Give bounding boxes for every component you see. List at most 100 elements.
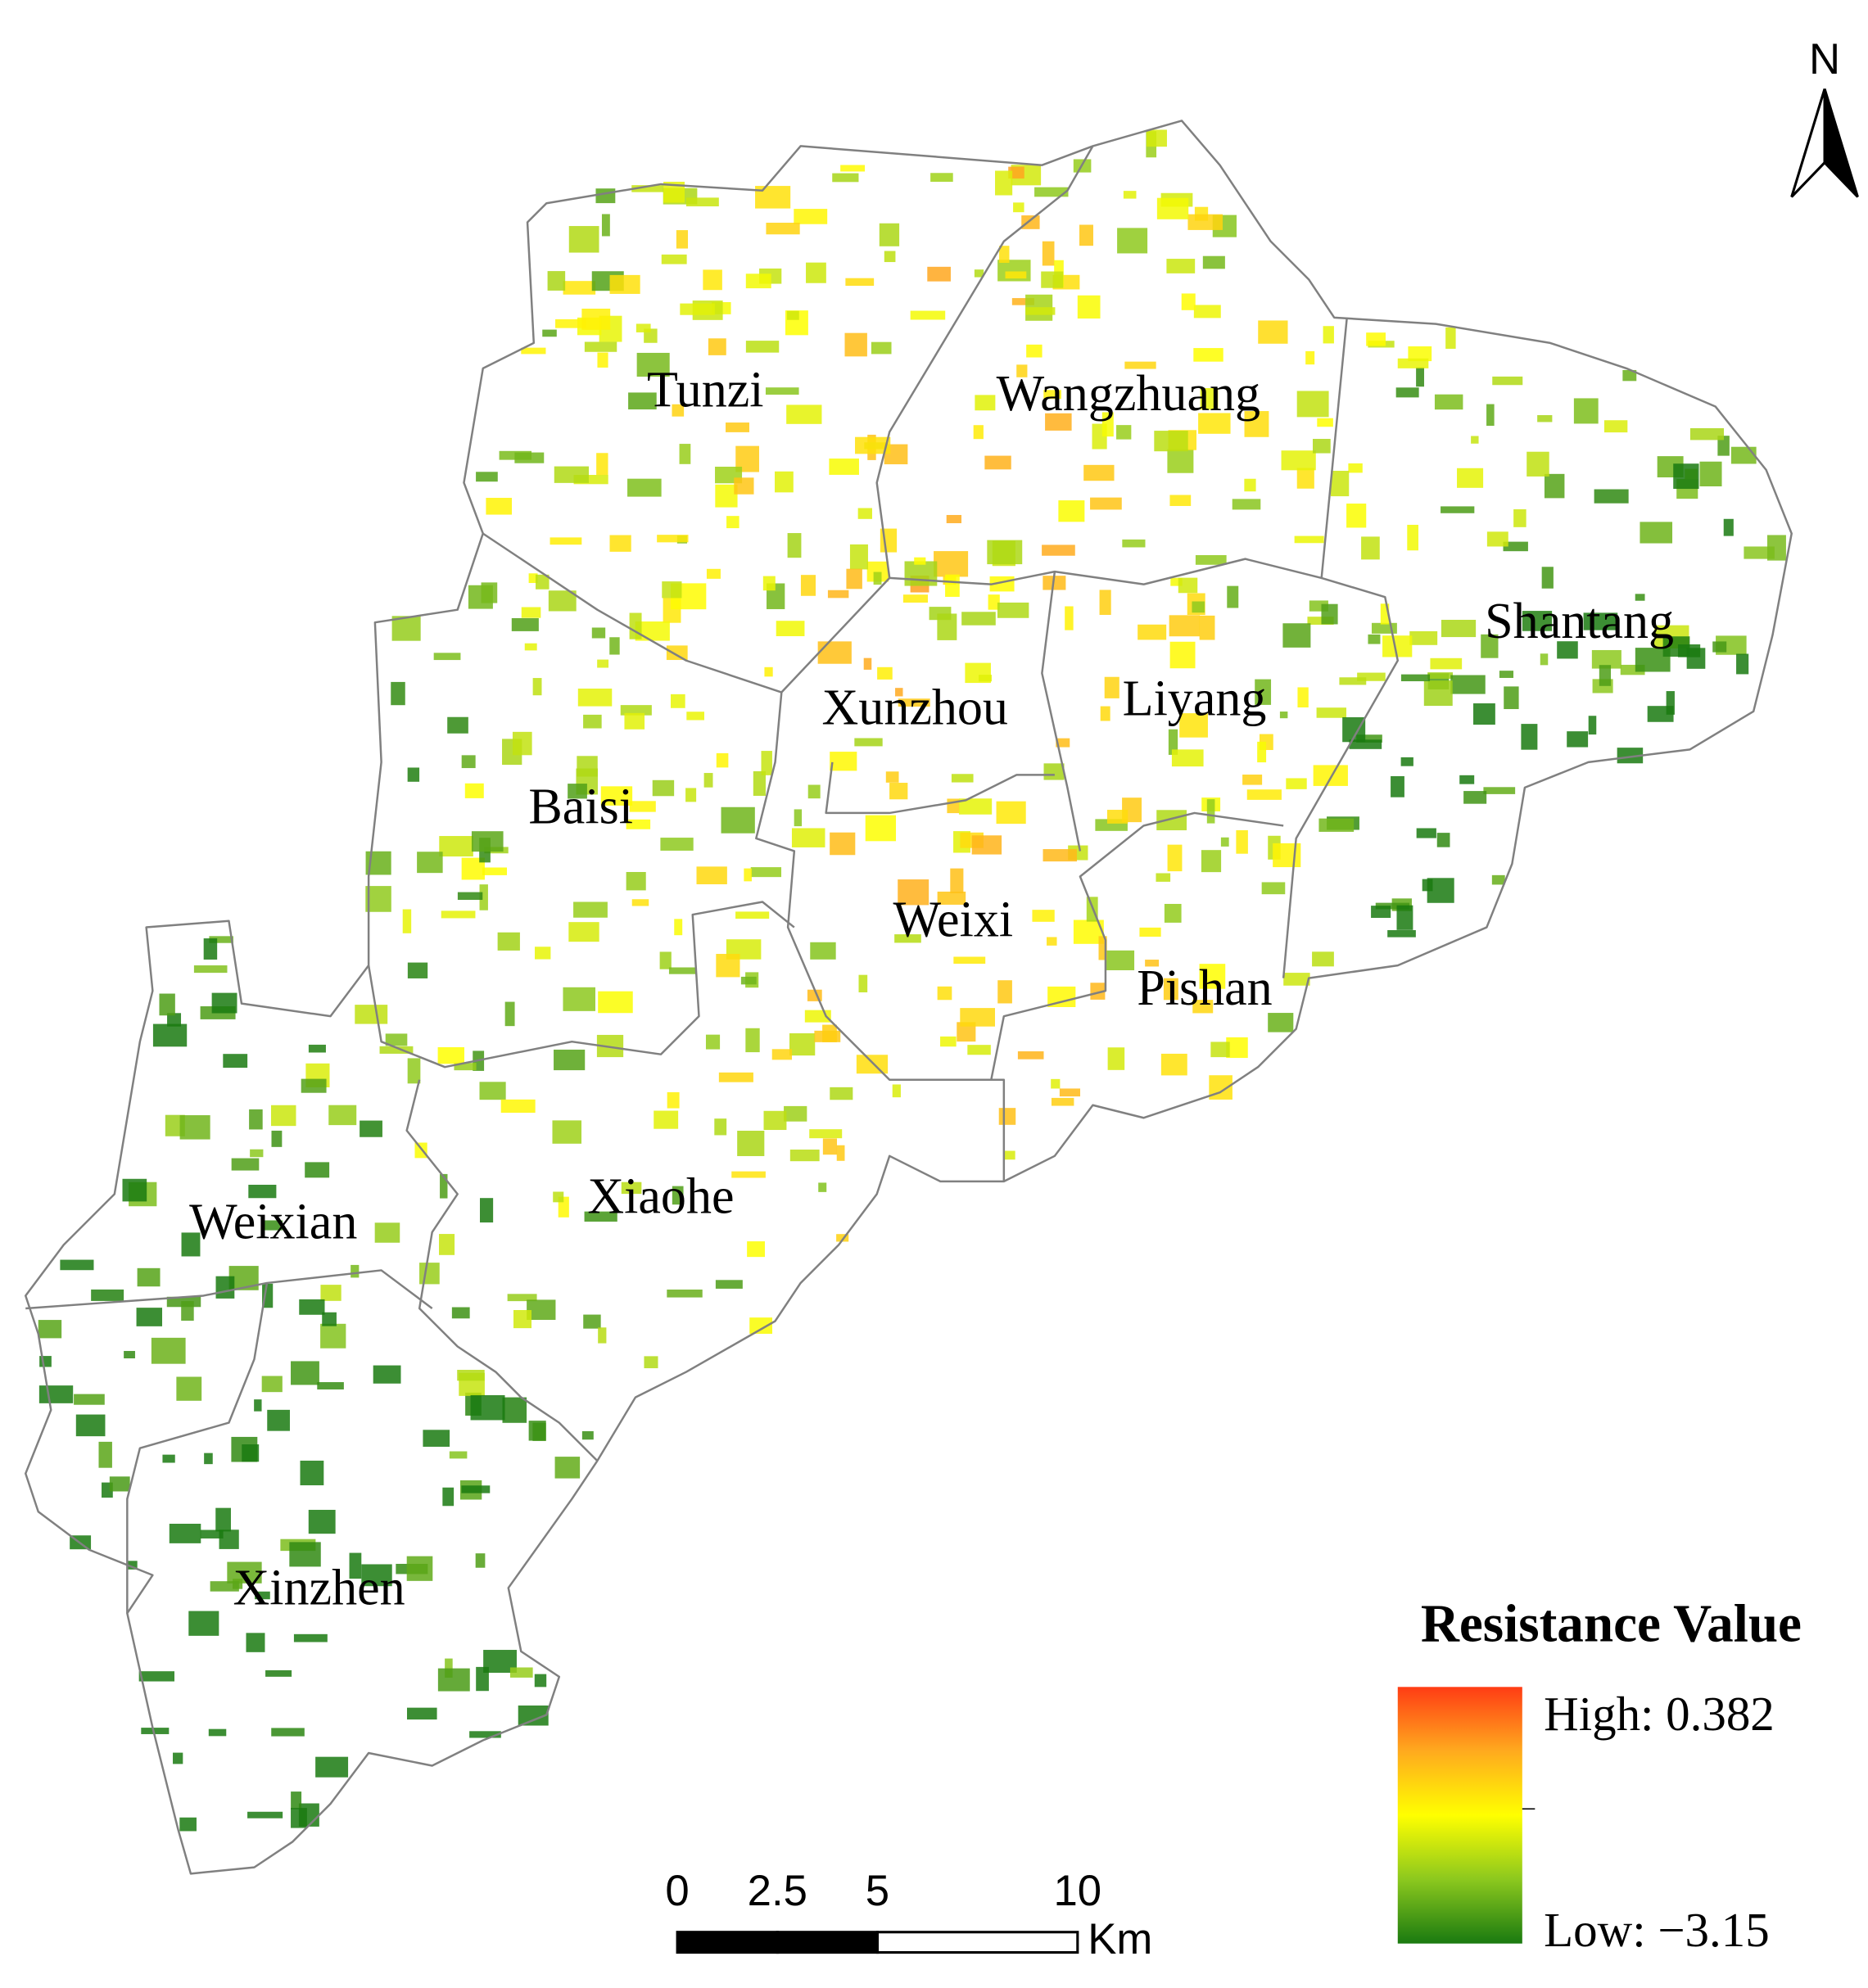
land-patch	[1169, 641, 1196, 669]
land-patch	[846, 568, 862, 590]
land-patch	[249, 1109, 263, 1130]
land-patch	[248, 1184, 277, 1199]
land-patch	[628, 392, 657, 410]
land-patch	[1396, 905, 1413, 930]
land-patch	[705, 1034, 721, 1050]
land-patch	[1104, 676, 1119, 698]
land-patch	[255, 1591, 270, 1600]
land-patch	[1034, 187, 1069, 197]
land-patch	[181, 1232, 201, 1257]
land-patch	[1527, 451, 1549, 477]
land-patch	[502, 1397, 527, 1423]
land-patch	[978, 675, 992, 682]
land-patch	[1156, 810, 1187, 831]
land-patch	[1434, 394, 1463, 410]
land-patch	[703, 269, 722, 291]
land-patch	[953, 956, 986, 965]
land-patch	[794, 209, 828, 224]
land-patch	[1286, 778, 1307, 789]
land-patch	[441, 910, 476, 919]
land-patch	[598, 1327, 607, 1344]
land-patch	[1594, 489, 1629, 504]
land-patch	[667, 1091, 680, 1109]
land-patch	[1045, 413, 1072, 431]
land-patch	[1139, 927, 1161, 938]
land-patch	[1294, 535, 1324, 544]
land-patch	[308, 1510, 336, 1534]
land-patch	[577, 756, 598, 777]
north-label: N	[1809, 35, 1840, 84]
north-arrow: N	[1790, 35, 1859, 198]
land-patch	[1541, 567, 1554, 589]
land-patch	[152, 1023, 188, 1047]
land-patch	[945, 574, 960, 597]
land-patch	[624, 712, 645, 730]
land-patch	[476, 472, 498, 482]
study-area-boundary	[24, 120, 1793, 1875]
land-patch	[1400, 757, 1413, 766]
land-patch	[1346, 504, 1367, 528]
land-patch	[1192, 601, 1205, 613]
region-label: Shantang	[1485, 594, 1674, 649]
land-patch	[1179, 713, 1208, 738]
land-patch	[1357, 672, 1386, 681]
land-patch	[771, 1049, 793, 1060]
land-patch	[672, 404, 685, 417]
land-patch	[1521, 724, 1538, 750]
land-patch	[636, 352, 670, 377]
land-patch	[250, 1149, 264, 1158]
land-patch	[1170, 577, 1183, 586]
land-patch	[830, 1087, 853, 1100]
land-patch	[320, 1323, 346, 1349]
land-patch	[137, 1267, 161, 1287]
land-patch	[379, 1046, 414, 1054]
land-patch	[1317, 418, 1333, 427]
land-patch	[657, 535, 689, 543]
land-patch	[223, 1054, 248, 1069]
land-patch	[1160, 1053, 1187, 1076]
land-patch	[181, 1301, 194, 1322]
land-patch	[898, 698, 930, 707]
land-patch	[449, 1451, 468, 1459]
land-patch	[299, 1299, 325, 1315]
land-patch	[1021, 215, 1040, 229]
land-patch	[708, 338, 726, 355]
land-patch	[1079, 224, 1093, 246]
land-patch	[1463, 791, 1487, 804]
land-patch	[1017, 1051, 1044, 1060]
land-patch	[766, 223, 800, 235]
land-patch	[1395, 387, 1419, 398]
land-patch	[1192, 1000, 1214, 1014]
land-patch	[914, 557, 926, 565]
land-patch	[1255, 679, 1272, 705]
land-patch	[996, 801, 1026, 825]
land-patch	[1047, 937, 1057, 946]
district-boundaries	[25, 145, 1400, 1614]
land-patch	[451, 1307, 470, 1319]
land-patch	[176, 1376, 202, 1401]
land-patch	[1164, 903, 1182, 923]
land-patch	[439, 836, 473, 857]
land-patch	[1673, 463, 1699, 490]
land-patch	[532, 678, 542, 696]
land-patch	[1349, 739, 1382, 749]
land-patch	[895, 688, 903, 697]
land-patch	[672, 1186, 684, 1205]
land-patch	[973, 425, 984, 440]
land-patch	[179, 1817, 197, 1832]
land-patch	[581, 308, 611, 330]
land-patch	[581, 1430, 594, 1440]
land-patch	[609, 535, 631, 552]
land-patch	[1193, 348, 1223, 362]
land-patch	[873, 572, 882, 585]
land-patch	[865, 815, 897, 842]
land-patch	[884, 251, 896, 263]
land-patch	[716, 752, 729, 768]
land-patch	[1366, 332, 1386, 346]
land-patch	[584, 1211, 617, 1222]
land-patch	[750, 867, 782, 878]
land-patch	[1689, 427, 1724, 441]
land-patch	[1503, 541, 1528, 552]
land-patch	[480, 1198, 494, 1223]
land-patch	[308, 1044, 326, 1053]
